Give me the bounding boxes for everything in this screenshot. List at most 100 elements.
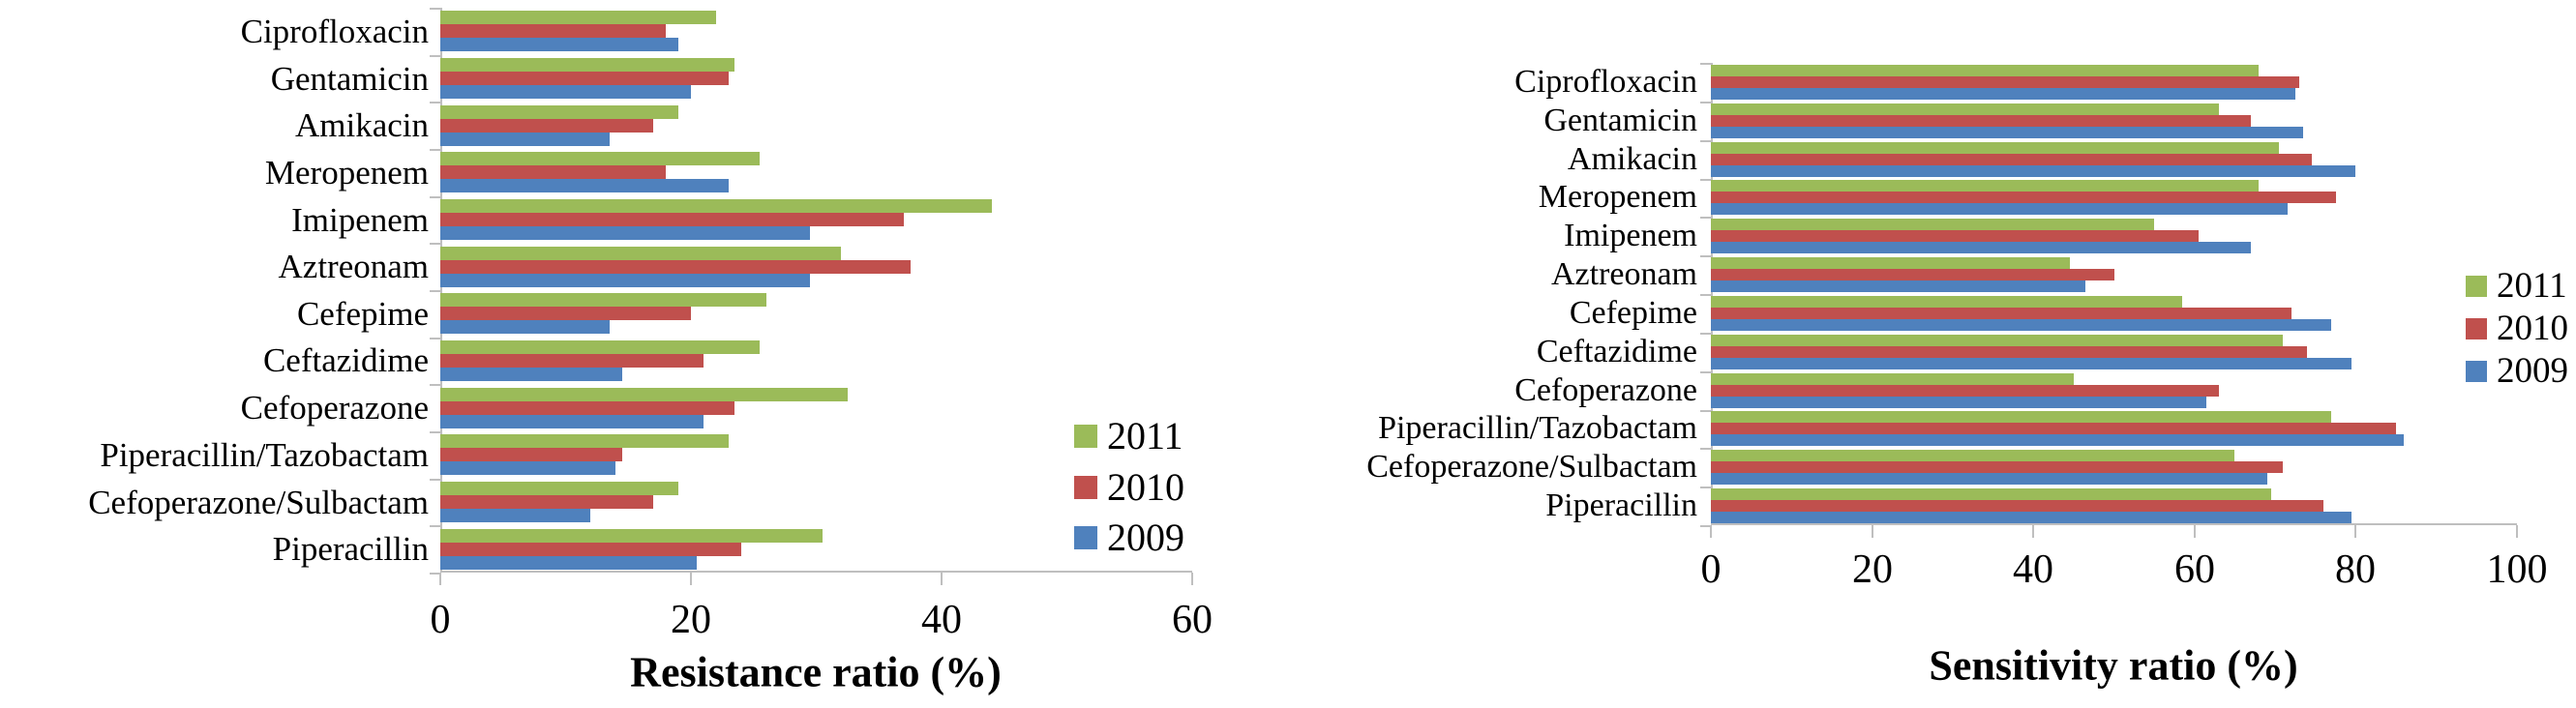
bar-2010-meropenem	[1711, 192, 2336, 203]
bar-2010-ciprofloxacin	[440, 24, 666, 38]
bar-2011-ceftazidime	[440, 340, 760, 354]
category-label: Cefoperazone	[1514, 372, 1697, 408]
bar-2011-imipenem	[440, 199, 992, 213]
bar-2009-piperacillin-tazobactam	[440, 461, 615, 475]
x-axis-tick-label: 20	[1852, 547, 1893, 592]
category-axis-tick	[430, 196, 440, 198]
x-axis-tick	[941, 573, 943, 585]
x-axis-tick-label: 0	[430, 598, 451, 642]
category-axis-tick	[1700, 255, 1711, 257]
bar-2010-meropenem	[440, 165, 666, 179]
category-label: Imipenem	[1564, 218, 1697, 253]
category-axis-tick	[1700, 525, 1711, 527]
legend-entry: 2010	[2466, 310, 2568, 346]
x-axis-tick	[439, 573, 441, 585]
category-axis-tick	[1700, 448, 1711, 450]
category-axis-tick	[430, 8, 440, 10]
bar-2009-cefoperazone-sulbactam	[1711, 473, 2267, 485]
bar-2010-gentamicin	[1711, 115, 2251, 127]
bar-2010-amikacin	[1711, 154, 2312, 165]
bar-2010-gentamicin	[440, 72, 729, 85]
bar-2011-gentamicin	[1711, 103, 2219, 115]
category-label: Cefoperazone	[240, 389, 429, 427]
bar-2011-cefoperazone-sulbactam	[440, 482, 678, 495]
category-axis-tick	[1700, 179, 1711, 181]
bar-2009-imipenem	[440, 226, 810, 240]
bar-2009-piperacillin	[440, 556, 697, 570]
bar-2009-ceftazidime	[440, 368, 622, 381]
bar-2011-aztreonam	[1711, 257, 2070, 269]
bar-2011-cefepime	[440, 293, 766, 307]
bar-2009-cefoperazone	[440, 415, 704, 428]
legend-entry: 2011	[2466, 268, 2567, 304]
category-label: Ceftazidime	[262, 341, 429, 379]
category-label: Ceftazidime	[1536, 334, 1697, 369]
legend-swatch-2009	[2466, 360, 2487, 382]
bar-2010-imipenem	[1711, 230, 2199, 242]
bar-2010-cefoperazone-sulbactam	[1711, 461, 2283, 473]
category-axis-tick	[430, 431, 440, 433]
category-label: Cefoperazone/Sulbactam	[1366, 449, 1697, 485]
category-axis-tick	[430, 338, 440, 339]
bar-2009-gentamicin	[440, 85, 691, 99]
legend-swatch-2010	[2466, 317, 2487, 339]
bar-2010-ceftazidime	[440, 354, 704, 368]
category-label: Amikacin	[1567, 141, 1697, 177]
bar-2011-cefoperazone	[1711, 373, 2074, 385]
bar-2009-meropenem	[440, 179, 729, 192]
bar-2009-aztreonam	[440, 274, 810, 287]
bar-2010-piperacillin-tazobactam	[1711, 423, 2396, 434]
sensitivity-axis-title: Sensitivity ratio (%)	[1929, 641, 2298, 690]
bar-2010-cefepime	[1711, 308, 2291, 319]
category-label: Piperacillin/Tazobactam	[100, 436, 429, 474]
bar-2011-amikacin	[1711, 142, 2279, 154]
x-axis-tick	[2194, 525, 2196, 538]
category-label: Piperacillin/Tazobactam	[1378, 410, 1697, 446]
bar-2009-gentamicin	[1711, 127, 2303, 138]
bar-2010-piperacillin	[440, 543, 741, 556]
category-label: Aztreonam	[1550, 256, 1697, 292]
bar-2011-ciprofloxacin	[440, 11, 716, 24]
x-axis-tick-label: 60	[2174, 547, 2215, 592]
legend-label-2011: 2011	[2497, 266, 2567, 306]
x-axis-tick-label: 0	[1700, 547, 1722, 592]
category-axis-tick	[430, 290, 440, 292]
x-axis-tick-label: 80	[2335, 547, 2376, 592]
legend-entry: 2009	[1074, 518, 1184, 557]
bar-2009-cefepime	[1711, 319, 2331, 331]
category-axis-tick	[1700, 333, 1711, 335]
category-label: Meropenem	[264, 154, 429, 192]
category-axis-tick	[430, 525, 440, 527]
bar-2010-aztreonam	[1711, 269, 2114, 280]
category-label: Meropenem	[1538, 179, 1697, 215]
x-axis-tick-label: 40	[2013, 547, 2053, 592]
category-label: Ciprofloxacin	[1514, 64, 1697, 100]
category-label: Aztreonam	[278, 248, 429, 285]
category-axis-tick	[430, 149, 440, 151]
category-axis-tick	[1700, 371, 1711, 373]
bar-2011-piperacillin	[1711, 488, 2271, 500]
legend-swatch-2009	[1074, 526, 1097, 549]
category-label: Gentamicin	[270, 60, 429, 98]
x-axis-tick	[2032, 525, 2034, 538]
bar-2011-gentamicin	[440, 58, 734, 72]
bar-2011-imipenem	[1711, 219, 2154, 230]
x-axis-tick-label: 60	[1172, 598, 1213, 642]
category-label: Cefepime	[296, 295, 429, 333]
legend-label-2011: 2011	[1107, 414, 1183, 457]
legend-entry: 2010	[1074, 468, 1184, 507]
category-axis-tick	[1700, 410, 1711, 412]
bar-2009-amikacin	[1711, 165, 2355, 177]
legend-swatch-2011	[1074, 425, 1097, 448]
category-axis-tick	[1700, 140, 1711, 142]
bar-2009-piperacillin	[1711, 512, 2351, 523]
category-label: Piperacillin	[1545, 487, 1697, 523]
bar-2010-cefoperazone-sulbactam	[440, 495, 653, 509]
bar-2011-amikacin	[440, 105, 678, 119]
category-axis-tick	[1700, 294, 1711, 296]
bar-2011-meropenem	[1711, 180, 2259, 192]
plot-area	[440, 8, 1192, 573]
bar-2009-ciprofloxacin	[1711, 88, 2295, 100]
legend-entry: 2009	[2466, 353, 2568, 389]
